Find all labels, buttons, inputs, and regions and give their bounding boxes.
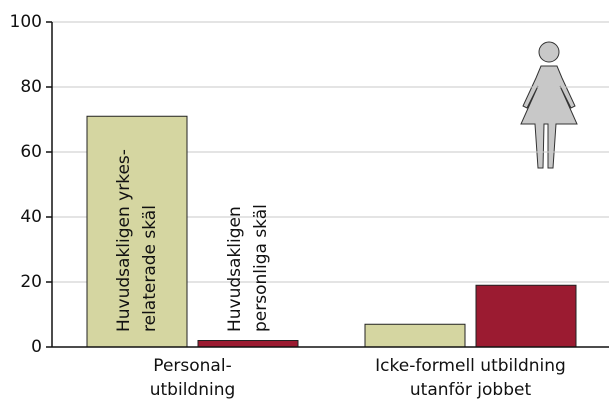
y-tick-label: 80 xyxy=(20,77,42,97)
x-tick-label: Icke-formell utbildning utanför jobbet xyxy=(375,356,566,400)
series-label: Huvudsakligen yrkes-relaterade skäl xyxy=(114,149,160,332)
bar xyxy=(86,115,188,348)
y-tick-label: 0 xyxy=(31,337,42,357)
y-tick-label: 60 xyxy=(20,142,42,162)
y-tick-label: 20 xyxy=(20,272,42,292)
bar xyxy=(197,340,299,348)
y-tick-label: 40 xyxy=(20,207,42,227)
series-label: Huvudsakligen personliga skäl xyxy=(225,204,271,332)
y-tick-label: 100 xyxy=(10,12,42,32)
bar xyxy=(364,323,466,348)
female-icon xyxy=(520,41,578,169)
bar xyxy=(475,284,577,348)
x-tick-label: Personal-utbildning xyxy=(150,356,236,400)
